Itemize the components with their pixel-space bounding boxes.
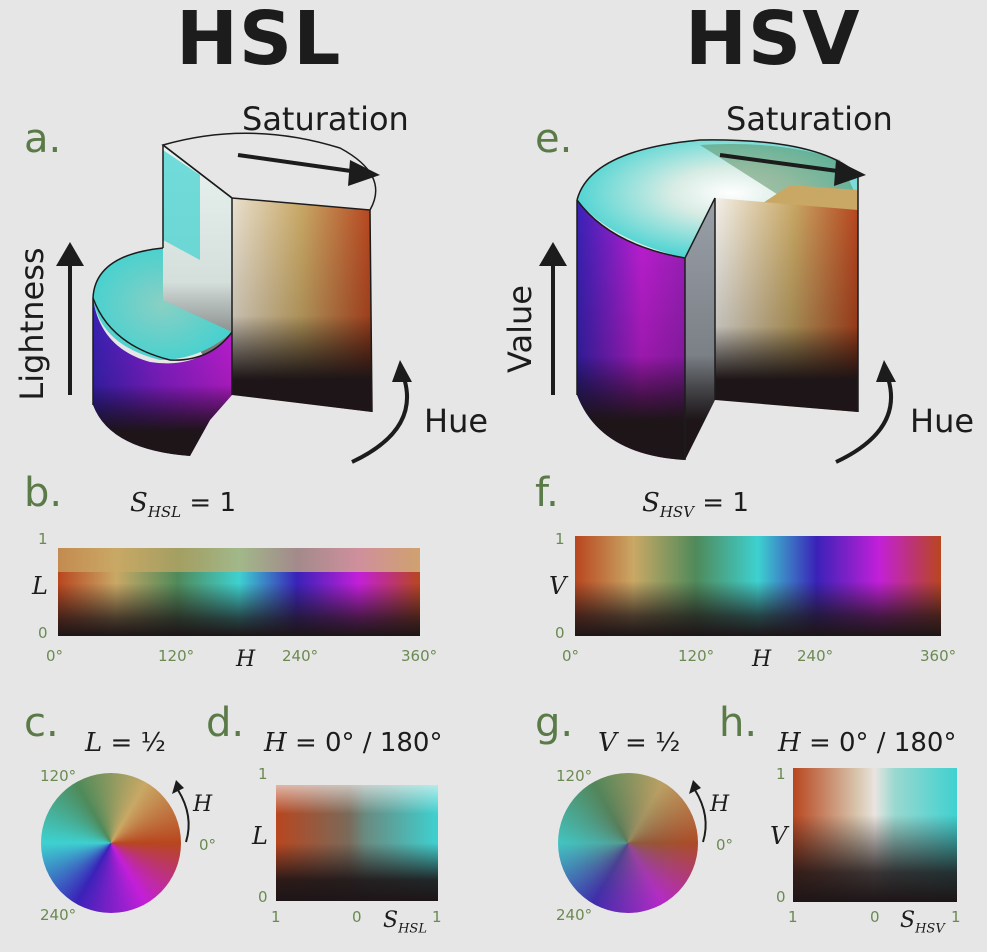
eq-var: H [778, 728, 801, 758]
hsl-disc-equation: L = ½ [85, 728, 166, 758]
eq-rest: = ½ [625, 728, 681, 758]
panel-d-letter: d. [206, 700, 245, 746]
hsl-sat-xtick-right: 1 [432, 908, 442, 926]
hsv-disc-tick-240: 240° [556, 906, 593, 924]
eq-var: S [642, 488, 660, 518]
hsv-sat-ytick-top: 1 [776, 765, 786, 783]
hsv-strip-image [575, 536, 941, 636]
hsv-sat-xtick-right: 1 [951, 908, 961, 926]
eq-var: V [598, 728, 617, 758]
hsl-disc-tick-240: 240° [40, 906, 77, 924]
hsl-strip-xtick-360: 360° [401, 647, 438, 665]
eq-var: S [130, 488, 148, 518]
hsv-strip-ytick-bottom: 0 [555, 624, 565, 642]
x-sub: HSV [915, 921, 945, 937]
hsl-strip-equation: SHSL = 1 [130, 488, 236, 521]
panel-e-letter: e. [535, 116, 573, 162]
hsl-disc-arrow [172, 780, 190, 843]
hsl-strip-xtick-120: 120° [158, 647, 195, 665]
hsv-sat-ylabel: V [770, 822, 788, 850]
hsv-strip-ylabel: V [549, 572, 567, 600]
hsv-strip-xtick-360: 360° [920, 647, 957, 665]
hsl-sat-ytick-bottom: 0 [258, 888, 268, 906]
hsv-strip-xtick-120: 120° [678, 647, 715, 665]
hsv-disc-tick-0: 0° [716, 836, 734, 854]
eq-rest: = 0° / 180° [294, 728, 443, 758]
hsv-sat-image [793, 768, 957, 902]
hsl-sat-xlabel: SHSL [383, 908, 427, 936]
hsv-sat-xtick-mid: 0 [870, 908, 880, 926]
hsv-title: HSV [685, 0, 861, 82]
hsl-saturation-label: Saturation [242, 100, 409, 138]
eq-rest: = 1 [702, 488, 749, 518]
hsl-sat-xtick-mid: 0 [352, 908, 362, 926]
panel-h-letter: h. [719, 700, 758, 746]
eq-sub: HSV [659, 503, 695, 522]
hsl-strip-xtick-0: 0° [46, 647, 64, 665]
eq-rest: = ½ [110, 728, 166, 758]
hsl-strip-xlabel: H [236, 647, 256, 672]
hsl-strip-ylabel: L [32, 572, 48, 600]
hsl-strip-ytick-bottom: 0 [38, 624, 48, 642]
hsl-hue-label: Hue [424, 402, 489, 440]
hsl-strip-ytick-top: 1 [38, 530, 48, 548]
eq-rest: = 1 [189, 488, 236, 518]
hsl-sat-equation: H = 0° / 180° [264, 728, 442, 758]
eq-var: L [85, 728, 103, 758]
hsv-strip-equation: SHSV = 1 [642, 488, 749, 521]
hsv-hue-disc [558, 773, 698, 913]
hsv-sat-xtick-left: 1 [788, 908, 798, 926]
hsl-hue-disc [41, 773, 181, 913]
hsl-disc-arrow-label: H [193, 792, 213, 817]
eq-var: H [264, 728, 287, 758]
eq-sub: HSL [147, 503, 182, 522]
eq-rest: = 0° / 180° [808, 728, 957, 758]
hsl-disc-tick-120: 120° [40, 767, 77, 785]
hsv-sat-equation: H = 0° / 180° [778, 728, 956, 758]
hsl-sat-image [276, 785, 438, 901]
hsv-disc-arrow-label: H [710, 792, 730, 817]
hsv-strip-xtick-240: 240° [797, 647, 834, 665]
hsv-disc-tick-120: 120° [556, 767, 593, 785]
hsv-saturation-label: Saturation [726, 100, 893, 138]
panel-g-letter: g. [535, 700, 574, 746]
hsv-sat-ytick-bottom: 0 [776, 888, 786, 906]
x-var: S [383, 908, 399, 933]
hsv-disc-equation: V = ½ [598, 728, 680, 758]
hsv-hue-label: Hue [910, 402, 975, 440]
panel-c-letter: c. [24, 700, 59, 746]
hsl-sat-ytick-top: 1 [258, 765, 268, 783]
hsv-strip-xtick-0: 0° [562, 647, 580, 665]
hsl-title: HSL [176, 0, 342, 82]
hsv-strip-xlabel: H [752, 647, 772, 672]
hsl-sat-ylabel: L [252, 822, 268, 850]
hsv-sat-xlabel: SHSV [900, 908, 945, 936]
hsl-strip-xtick-240: 240° [282, 647, 319, 665]
x-var: S [900, 908, 916, 933]
x-sub: HSL [398, 921, 427, 937]
hsv-disc-arrow [689, 780, 707, 843]
hsl-strip-topfade [58, 548, 420, 572]
panel-a-letter: a. [24, 116, 62, 162]
hsv-strip-ytick-top: 1 [555, 530, 565, 548]
hsl-sat-xtick-left: 1 [271, 908, 281, 926]
hsl-disc-tick-0: 0° [199, 836, 217, 854]
panel-b-letter: b. [24, 470, 63, 516]
panel-f-letter: f. [535, 470, 559, 516]
